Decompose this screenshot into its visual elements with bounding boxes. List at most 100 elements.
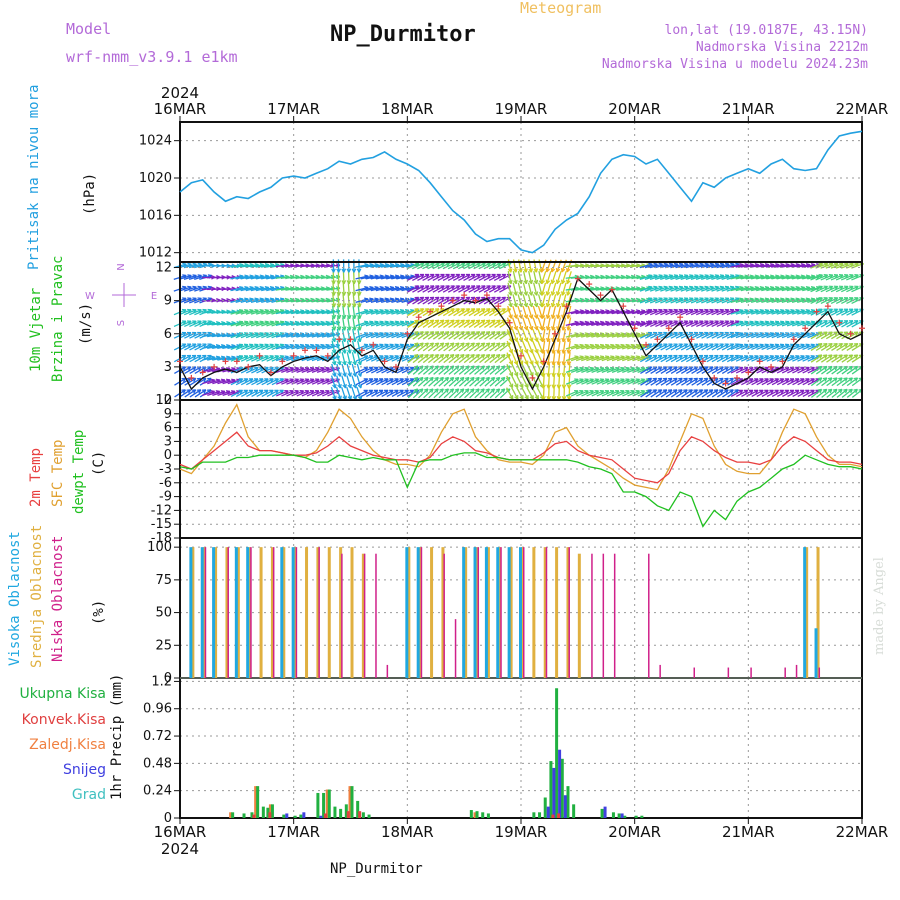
wind-arrow-head <box>244 285 249 289</box>
wind-arrow-head <box>338 303 342 308</box>
wind-arrow-head <box>284 297 289 301</box>
wind-arrow-head <box>495 353 501 356</box>
wind-arrow <box>562 317 567 331</box>
wind-arrow <box>433 365 444 375</box>
wind-arrow <box>660 389 673 398</box>
wind-arrow-head <box>625 343 630 346</box>
wind-arrow <box>841 308 854 316</box>
wind-arrow <box>266 286 280 292</box>
wind-arrow <box>391 378 404 386</box>
wind-arrow <box>488 262 501 270</box>
wind-arrow-head <box>822 377 827 380</box>
wind-arrow <box>365 378 379 386</box>
wind-arrow <box>716 309 730 316</box>
wind-arrow-head <box>764 285 769 289</box>
wind-arrow-head <box>557 303 561 308</box>
wind-arrow <box>479 388 490 399</box>
wind-arrow <box>706 297 719 304</box>
wind-arrow <box>321 333 335 338</box>
wind-arrow <box>286 344 299 350</box>
wind-arrow <box>337 270 340 284</box>
wind-arrow-head <box>790 285 795 289</box>
wind-arrow <box>685 309 699 316</box>
wind-arrow <box>796 264 810 268</box>
wind-arrow <box>396 355 410 362</box>
wind-arrow-head <box>610 320 615 323</box>
wind-arrow-head <box>709 274 714 277</box>
wind-arrow <box>241 389 254 398</box>
wind-arrow-head <box>470 331 475 333</box>
wind-arrow <box>386 264 400 268</box>
wind-arrow <box>401 366 415 374</box>
wind-arrow-head <box>780 262 785 266</box>
wind-arrow <box>546 317 551 331</box>
wind-arrow-head <box>249 309 254 311</box>
wind-arrow <box>836 377 848 387</box>
wind-arrow <box>533 270 538 284</box>
wind-arrow <box>825 297 839 305</box>
wind-arrow <box>706 274 719 281</box>
wind-arrow <box>346 352 351 366</box>
wind-arrow <box>386 355 399 362</box>
wind-arrow <box>222 379 236 385</box>
wind-arrow <box>468 308 481 317</box>
wind-arrow-head <box>349 360 352 366</box>
wind-arrow <box>336 352 341 366</box>
wind-arrow-head <box>531 291 534 296</box>
wind-arrow-head <box>354 337 357 342</box>
wind-arrow <box>565 310 579 315</box>
wind-arrow <box>489 354 501 364</box>
wind-arrow <box>541 317 546 331</box>
wind-arrow <box>396 275 410 280</box>
wind-arrow-head <box>501 353 506 356</box>
wind-arrow <box>201 367 215 373</box>
wind-arrow <box>726 274 740 281</box>
wind-arrow <box>591 275 605 279</box>
wind-arrow <box>422 331 435 340</box>
wind-arrow <box>301 287 315 291</box>
wind-arrow <box>370 264 384 268</box>
wind-arrow-head <box>648 285 653 288</box>
wind-arrow-head <box>369 309 374 311</box>
wind-arrow <box>596 310 610 315</box>
wind-arrow-head <box>615 286 620 289</box>
wind-arrow <box>240 355 254 362</box>
wind-arrow <box>437 308 450 317</box>
wind-arrow <box>266 343 279 351</box>
wind-arrow-head <box>264 309 269 311</box>
wind-arrow <box>417 319 430 328</box>
wind-arrow-head <box>404 309 410 311</box>
wind-arrow-head <box>579 355 584 358</box>
wind-arrow <box>567 328 572 342</box>
wind-arrow-head <box>795 320 800 323</box>
wind-arrow-head <box>724 262 730 265</box>
wind-arrow <box>627 298 641 303</box>
wind-arrow <box>676 389 688 398</box>
wind-arrow <box>230 309 244 315</box>
wind-arrow-head <box>299 343 304 346</box>
wind-arrow <box>522 329 528 342</box>
wind-arrow <box>240 378 254 386</box>
wind-arrow <box>745 309 759 315</box>
wind-arrow-head <box>384 274 389 277</box>
wind-arrow <box>376 355 389 362</box>
wind-arrow <box>632 321 646 326</box>
wind-arrow-head <box>547 338 551 343</box>
wind-arrow <box>551 305 557 319</box>
wind-arrow <box>802 366 815 374</box>
wind-arrow <box>458 376 470 387</box>
wind-arrow-head <box>424 376 429 380</box>
wind-arrow-head <box>663 285 668 288</box>
wind-arrow <box>721 366 734 375</box>
wind-arrow <box>199 377 212 386</box>
wind-arrow <box>296 390 309 397</box>
wind-arrow <box>507 270 512 284</box>
wind-arrow <box>442 273 455 282</box>
wind-arrow <box>488 273 501 282</box>
wind-arrow <box>761 389 774 398</box>
wind-arrow <box>706 366 719 375</box>
wind-arrow-head <box>589 320 594 323</box>
wind-arrow <box>452 273 466 282</box>
wind-arrow-head <box>615 274 620 278</box>
wind-arrow-head <box>439 342 444 345</box>
